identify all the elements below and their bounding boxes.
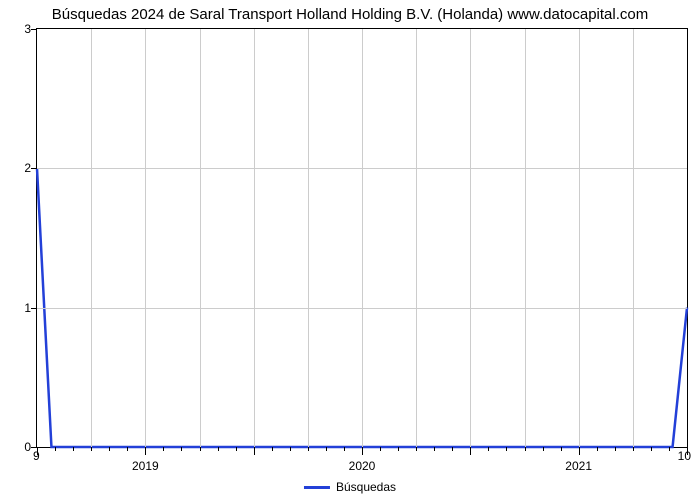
x-tick-minor: [669, 447, 670, 451]
x-tick-minor: [398, 447, 399, 451]
x-tick-minor: [200, 447, 201, 451]
x-tick-minor: [308, 447, 309, 451]
x-tick-major: [254, 447, 255, 455]
gridline-v: [633, 29, 634, 447]
chart-container: Búsquedas 2024 de Saral Transport Hollan…: [0, 0, 700, 500]
x-tick-label: 2019: [132, 447, 159, 473]
x-tick-minor: [561, 447, 562, 451]
x-tick-minor: [543, 447, 544, 451]
chart-title: Búsquedas 2024 de Saral Transport Hollan…: [0, 0, 700, 23]
x-tick-minor: [380, 447, 381, 451]
gridline-v: [416, 29, 417, 447]
gridline-v: [91, 29, 92, 447]
x-tick-minor: [127, 447, 128, 451]
legend-label: Búsquedas: [336, 480, 396, 494]
x-tick-minor: [109, 447, 110, 451]
gridline-v: [362, 29, 363, 447]
gridline-v: [525, 29, 526, 447]
x-tick-minor: [272, 447, 273, 451]
gridline-v: [579, 29, 580, 447]
x-tick-minor: [525, 447, 526, 451]
x-tick-minor: [73, 447, 74, 451]
x-tick-minor: [163, 447, 164, 451]
gridline-v: [200, 29, 201, 447]
x-tick-minor: [615, 447, 616, 451]
y-tick: [31, 29, 37, 30]
x-tick-major: [470, 447, 471, 455]
x-tick-minor: [452, 447, 453, 451]
legend: Búsquedas: [304, 480, 396, 494]
x-tick-minor: [597, 447, 598, 451]
x-corner-label-left: 9: [33, 447, 40, 463]
x-tick-minor: [488, 447, 489, 451]
x-tick-minor: [434, 447, 435, 451]
x-tick-minor: [633, 447, 634, 451]
gridline-v: [254, 29, 255, 447]
x-tick-minor: [651, 447, 652, 451]
x-tick-minor: [416, 447, 417, 451]
x-tick-minor: [236, 447, 237, 451]
x-tick-minor: [506, 447, 507, 451]
x-tick-label: 2020: [349, 447, 376, 473]
y-tick: [31, 308, 37, 309]
x-corner-label-right: 10: [678, 447, 691, 463]
x-tick-minor: [55, 447, 56, 451]
gridline-v: [308, 29, 309, 447]
x-tick-minor: [181, 447, 182, 451]
x-tick-minor: [326, 447, 327, 451]
gridline-v: [470, 29, 471, 447]
legend-swatch: [304, 486, 330, 489]
x-tick-label: 2021: [565, 447, 592, 473]
plot-area: 0123201920202021910: [36, 28, 688, 448]
x-tick-minor: [344, 447, 345, 451]
gridline-v: [145, 29, 146, 447]
x-tick-minor: [91, 447, 92, 451]
x-tick-minor: [218, 447, 219, 451]
x-tick-minor: [290, 447, 291, 451]
y-tick: [31, 168, 37, 169]
